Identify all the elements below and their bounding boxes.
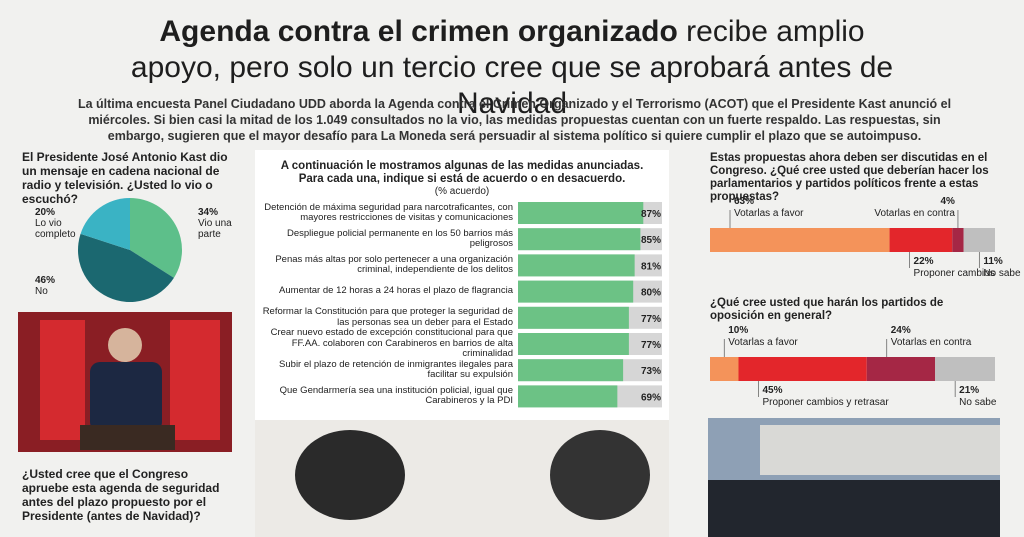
photo-crowd: [708, 480, 1000, 537]
chart-title: ¿Qué cree usted que harán los partidos d…: [710, 297, 944, 322]
bar-segment: [738, 357, 867, 381]
bar: [518, 228, 641, 251]
photo-podium: [80, 425, 175, 450]
bar: [518, 333, 629, 355]
bar-label: Crear nuevo estado de excepción constitu…: [270, 327, 513, 360]
bar-segment: [935, 357, 995, 381]
bar: [518, 202, 644, 224]
bar-segment: [710, 228, 890, 252]
pie-slice: [80, 198, 130, 250]
question: ¿Usted cree que el Congreso apruebe esta…: [22, 467, 220, 523]
value-label: 20%: [35, 207, 56, 218]
intro: La última encuesta Panel Ciudadano UDD a…: [77, 97, 952, 143]
bar-label: Subir el plazo de retención de inmigrant…: [279, 358, 513, 381]
photo-helmet: [550, 430, 650, 520]
chart-subtitle: (% acuerdo): [434, 186, 490, 197]
photo-building: [760, 425, 1000, 475]
legend-label: Votarlas a favor: [734, 208, 804, 219]
bar-label: Penas más altas por solo pertenecer a un…: [275, 253, 513, 276]
bar-label: Despliegue policial permanente en los 50…: [286, 227, 513, 250]
legend-label: Votarlas en contra: [874, 208, 955, 219]
value-label: 87%: [641, 209, 661, 220]
photo-head: [108, 328, 142, 362]
legend-label: Votarlas a favor: [728, 337, 798, 348]
value-label: 45%: [763, 385, 783, 396]
bar: [518, 254, 635, 277]
value-label: 77%: [641, 340, 661, 351]
value-label: 24%: [891, 325, 911, 336]
slice-label: Lo vio completo: [35, 218, 76, 240]
legend-label: Proponer cambios y retrasar: [763, 397, 890, 408]
bar-segment: [963, 228, 995, 252]
bar-label: Detención de máxima seguridad para narco…: [264, 201, 513, 223]
value-label: 63%: [734, 196, 754, 207]
bar: [518, 306, 629, 329]
value-label: 10%: [728, 325, 748, 336]
value-label: 80%: [641, 288, 661, 299]
chart-title: A continuación le mostramos algunas de l…: [280, 160, 644, 185]
photo-flag: [170, 320, 220, 440]
value-label: 85%: [641, 235, 661, 246]
bar: [518, 280, 634, 303]
value-label: 77%: [641, 314, 661, 325]
chart-title: Estas propuestas ahora deben ser discuti…: [710, 152, 989, 203]
legend-label: Votarlas en contra: [891, 337, 972, 348]
bar-segment: [952, 228, 964, 252]
value-label: 22%: [914, 256, 934, 267]
bar: [518, 359, 624, 382]
value-label: 46%: [35, 275, 56, 286]
headline-bold: Agenda contra el crimen organizado: [159, 15, 678, 48]
headline-rest: recibe amplio apoyo, pero solo un tercio…: [130, 15, 894, 120]
photo-helmet: [295, 430, 405, 520]
bar-segment: [710, 357, 739, 381]
bar-label: Que Gendarmería sea una institución poli…: [279, 384, 513, 407]
bar: [518, 385, 618, 408]
bar-segment: [866, 357, 936, 381]
value-label: 4%: [940, 196, 955, 207]
photo-flag: [40, 320, 85, 440]
slice-label: Vio una parte: [198, 218, 232, 240]
bar-label: Aumentar de 12 horas a 24 horas el plazo…: [279, 285, 513, 297]
bar-segment: [889, 228, 953, 252]
legend-label: No sabe: [959, 397, 997, 408]
legend-label: No sabe: [983, 268, 1021, 279]
headline: Agenda contra el crimen organizado recib…: [112, 14, 912, 122]
photo-body: [90, 362, 162, 432]
value-label: 73%: [641, 366, 661, 377]
chart-title: El Presidente José Antonio Kast dio un m…: [22, 150, 228, 206]
slice-label: No: [35, 286, 48, 297]
value-label: 11%: [983, 256, 1003, 267]
value-label: 34%: [198, 207, 219, 218]
pie-slice: [77, 233, 174, 303]
legend-label: Proponer cambios: [914, 268, 995, 279]
bar-label: Reformar la Constitución para que proteg…: [262, 306, 513, 328]
pie-slice: [130, 198, 183, 278]
value-label: 81%: [641, 261, 661, 272]
value-label: 69%: [641, 392, 661, 403]
value-label: 21%: [959, 385, 979, 396]
